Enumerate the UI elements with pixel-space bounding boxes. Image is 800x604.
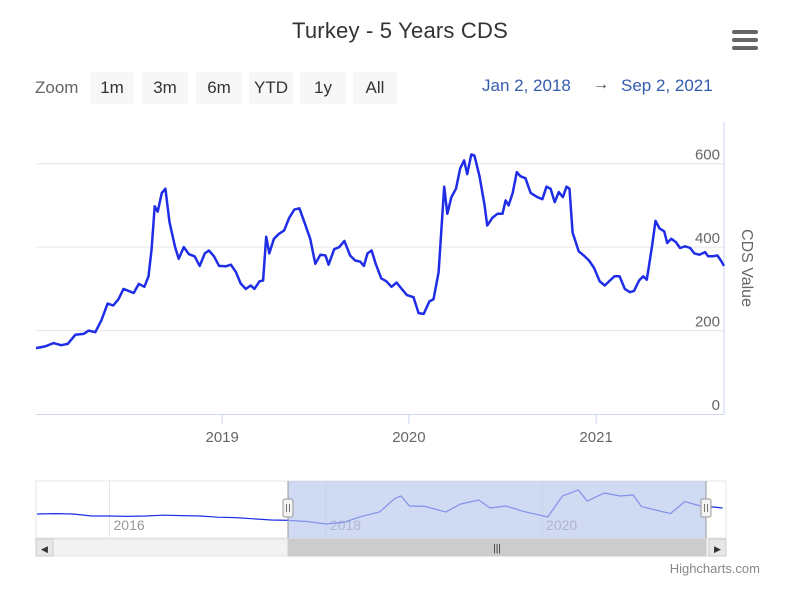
- scrollbar-right-button[interactable]: [708, 538, 727, 557]
- y-tick-label: 600: [695, 147, 720, 164]
- range-to-input[interactable]: Sep 2, 2021: [621, 76, 713, 95]
- zoom-all-button[interactable]: All: [353, 72, 397, 104]
- range-arrow: →: [593, 76, 609, 93]
- y-axis-title: CDS Value: [738, 229, 755, 307]
- range-from-input[interactable]: Jan 2, 2018: [482, 76, 571, 95]
- y-tick-label: 400: [695, 230, 720, 247]
- chart-context-menu-icon[interactable]: [732, 30, 758, 52]
- y-axis-ticks: 0 200 400 600: [695, 147, 720, 414]
- y-tick-label: 0: [712, 397, 720, 414]
- zoom-3m-button[interactable]: 3m: [142, 72, 188, 104]
- scrollbar-thumb[interactable]: [287, 538, 707, 557]
- credits-link[interactable]: Highcharts.com: [669, 561, 760, 576]
- scrollbar-left-arrow-icon: ◀: [41, 544, 48, 554]
- series-line: [35, 153, 726, 350]
- x-axis-ticks: 2019 2020 2021: [206, 429, 613, 446]
- navigator[interactable]: 201620182020: [35, 480, 727, 539]
- zoom-label: Zoom: [35, 78, 79, 97]
- x-tick-label: 2019: [206, 429, 239, 446]
- grid-lines: [36, 163, 724, 424]
- navigator-right-handle[interactable]: [700, 498, 712, 518]
- scrollbar-grip-icon: |||: [493, 544, 501, 555]
- scrollbar-right-arrow-icon: ▶: [714, 544, 721, 554]
- navigator-left-handle[interactable]: [282, 498, 294, 518]
- x-tick-label: 2021: [579, 429, 612, 446]
- scrollbar-left-button[interactable]: [35, 538, 54, 557]
- chart-title: Turkey - 5 Years CDS: [292, 18, 508, 43]
- zoom-ytd-button[interactable]: YTD: [249, 72, 293, 104]
- zoom-1m-button[interactable]: 1m: [90, 72, 134, 104]
- scrollbar[interactable]: ◀ ▶ |||: [35, 538, 727, 557]
- navigator-tick-label: 2016: [114, 517, 145, 533]
- x-tick-label: 2020: [392, 429, 425, 446]
- zoom-1y-button[interactable]: 1y: [300, 72, 346, 104]
- y-tick-label: 200: [695, 314, 720, 331]
- zoom-6m-button[interactable]: 6m: [196, 72, 242, 104]
- navigator-selection-mask[interactable]: [288, 481, 706, 538]
